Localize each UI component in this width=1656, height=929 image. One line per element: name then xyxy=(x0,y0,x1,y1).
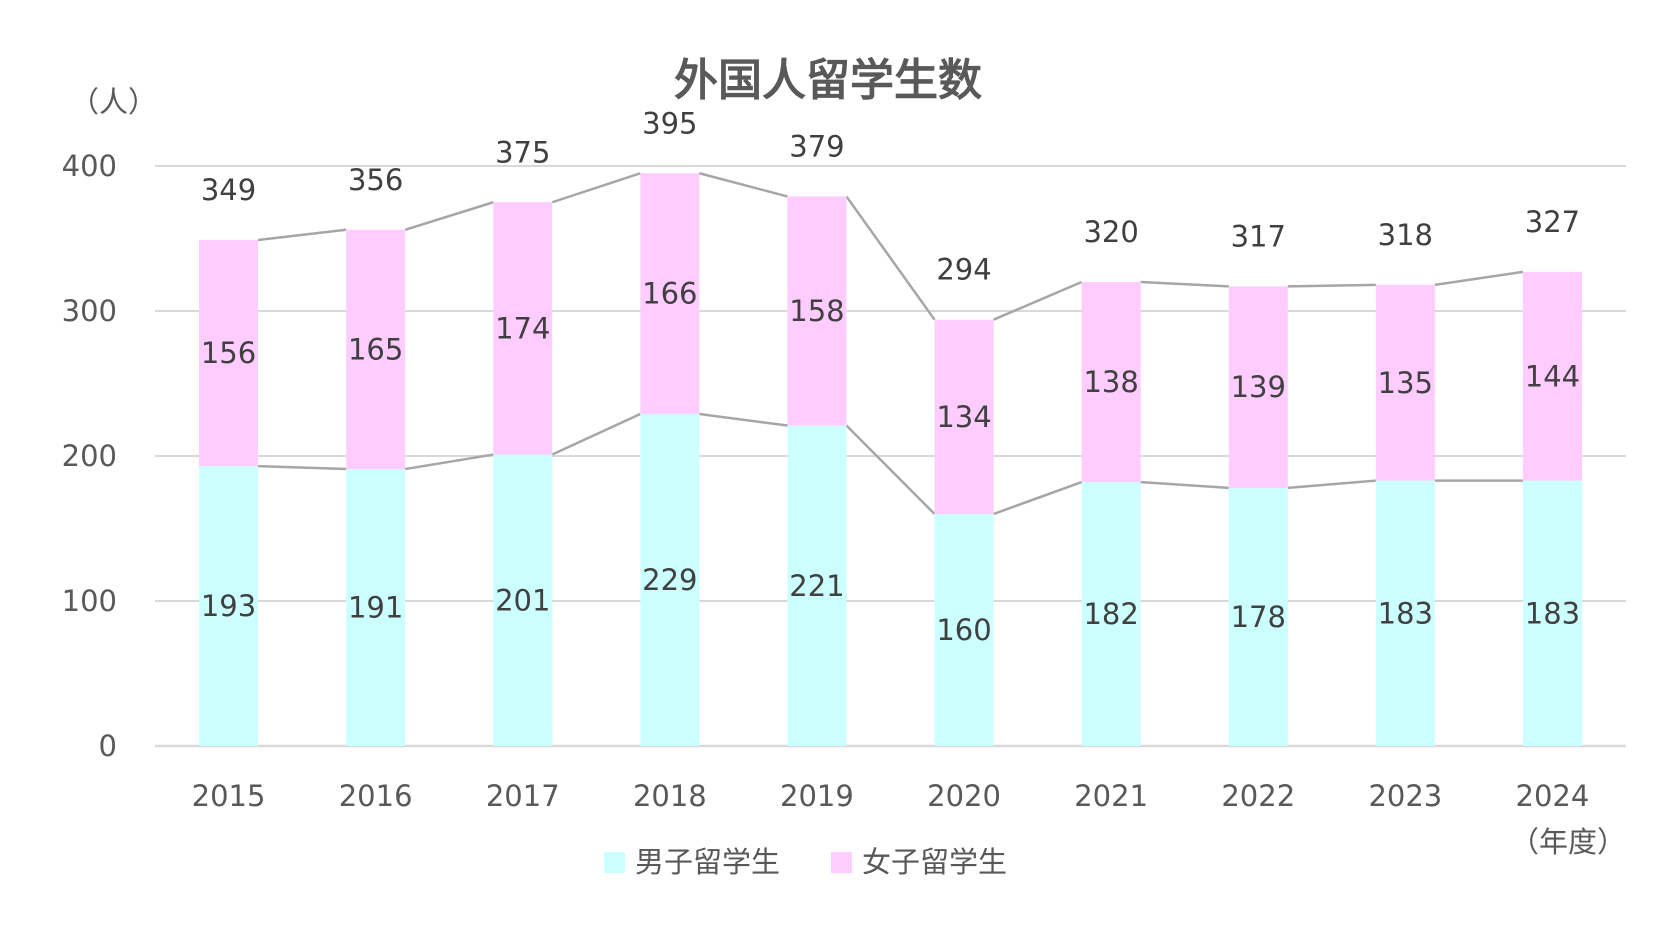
bar-female xyxy=(493,202,553,455)
data-label-female: 135 xyxy=(1378,366,1433,400)
y-axis-unit-label: （人） xyxy=(70,85,157,119)
data-label-male: 193 xyxy=(201,589,256,623)
bar-male xyxy=(640,413,700,746)
x-tick-label: 2019 xyxy=(780,779,854,813)
series-line-total xyxy=(699,172,788,198)
legend-swatch-male xyxy=(604,852,625,873)
data-label-male: 221 xyxy=(789,569,844,603)
y-tick-label: 100 xyxy=(62,584,117,618)
x-tick-label: 2022 xyxy=(1221,779,1295,813)
data-label-male: 178 xyxy=(1231,600,1286,634)
series-line-total xyxy=(1287,283,1376,288)
bar-male xyxy=(1081,482,1141,746)
series-line-male xyxy=(551,412,641,456)
series-line-total xyxy=(404,201,494,231)
data-label-total: 294 xyxy=(936,253,991,287)
data-label-female: 144 xyxy=(1525,359,1580,393)
data-label-female: 134 xyxy=(936,400,991,434)
bar-female xyxy=(1228,286,1288,488)
series-line-male xyxy=(699,412,788,427)
x-axis-unit-label: （年度） xyxy=(1510,825,1626,859)
y-tick-label: 200 xyxy=(62,439,117,473)
data-label-male: 191 xyxy=(348,591,403,625)
bar-male xyxy=(199,466,259,746)
x-tick-label: 2018 xyxy=(633,779,707,813)
axes: 0 100 200 300 400 2015 2016 2017 2018 2019 2020 202… xyxy=(62,149,1590,813)
data-label-female: 165 xyxy=(348,332,403,366)
x-tick-label: 2016 xyxy=(339,779,413,813)
chart-title: 外国人留学生数 xyxy=(674,55,982,106)
series-line-total xyxy=(551,172,641,204)
data-label-female: 174 xyxy=(495,311,550,345)
data-label-total: 379 xyxy=(789,129,844,163)
data-label-female: 166 xyxy=(642,277,697,311)
series-line-total xyxy=(1140,280,1229,288)
x-tick-label: 2023 xyxy=(1368,779,1442,813)
bar-female xyxy=(787,196,847,426)
bar-female xyxy=(199,239,259,467)
series-line-male xyxy=(258,464,347,471)
y-tick-label: 400 xyxy=(62,149,117,183)
series-line-total xyxy=(993,280,1083,321)
series-line-male xyxy=(993,480,1083,516)
data-label-male: 182 xyxy=(1083,597,1138,631)
bar-male xyxy=(1522,480,1582,746)
bar-male xyxy=(1228,487,1288,746)
series-connector-lines xyxy=(257,172,1524,516)
series-line-male xyxy=(404,453,494,471)
data-label-total: 327 xyxy=(1525,205,1580,239)
x-tick-label: 2017 xyxy=(486,779,560,813)
legend-label-female: 女子留学生 xyxy=(862,845,1007,879)
data-label-total: 349 xyxy=(201,173,256,207)
bar-male xyxy=(346,469,406,746)
series-line-total xyxy=(845,195,936,321)
legend-label-male: 男子留学生 xyxy=(635,845,780,879)
x-tick-label: 2024 xyxy=(1516,779,1590,813)
y-tick-label: 0 xyxy=(99,729,117,763)
data-label-total: 375 xyxy=(495,135,550,169)
x-tick-label: 2020 xyxy=(927,779,1001,813)
y-tick-label: 300 xyxy=(62,294,117,328)
data-label-female: 156 xyxy=(201,336,256,370)
series-line-male xyxy=(1140,480,1229,490)
data-label-male: 183 xyxy=(1378,596,1433,630)
series-line-male xyxy=(845,424,936,515)
bars xyxy=(199,173,1582,746)
bar-female xyxy=(640,173,700,414)
bar-male xyxy=(787,425,847,746)
bar-male xyxy=(493,454,553,746)
bar-female xyxy=(346,229,406,470)
bar-female xyxy=(934,319,994,514)
data-label-male: 229 xyxy=(642,563,697,597)
data-labels: 193 156 349 191 165 356 201 174 375 229 166 395 221 1… xyxy=(201,106,1580,647)
x-tick-label: 2021 xyxy=(1074,779,1148,813)
data-label-male: 183 xyxy=(1525,596,1580,630)
legend-swatch-female xyxy=(831,852,852,873)
bar-female xyxy=(1081,282,1141,483)
data-label-total: 317 xyxy=(1231,219,1286,253)
series-line-male xyxy=(1287,479,1376,490)
legend: 男子留学生 女子留学生 xyxy=(604,845,1007,879)
series-line-total xyxy=(257,228,347,242)
data-label-total: 395 xyxy=(642,106,697,140)
data-label-female: 139 xyxy=(1231,370,1286,404)
data-label-male: 160 xyxy=(936,613,991,647)
data-label-male: 201 xyxy=(495,583,550,617)
data-label-total: 356 xyxy=(348,163,403,197)
bar-male xyxy=(1375,480,1435,746)
bar-female xyxy=(1522,271,1582,481)
data-label-female: 138 xyxy=(1083,365,1138,399)
data-label-total: 320 xyxy=(1083,215,1138,249)
data-label-total: 318 xyxy=(1378,218,1433,252)
bar-female xyxy=(1375,284,1435,481)
bar-male xyxy=(934,514,994,746)
series-line-total xyxy=(1434,270,1524,287)
data-label-female: 158 xyxy=(789,294,844,328)
x-tick-label: 2015 xyxy=(192,779,266,813)
